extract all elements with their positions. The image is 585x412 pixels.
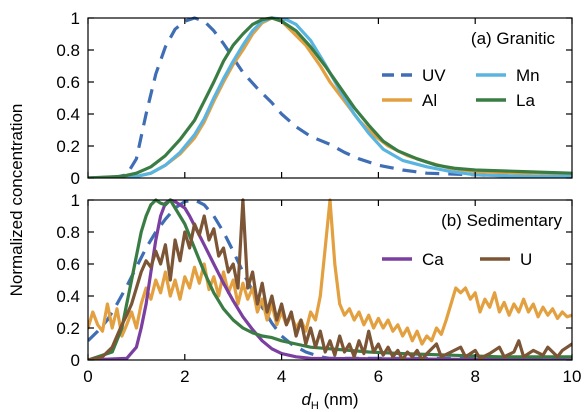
x-tick-label: 0 (83, 367, 92, 386)
y-tick-label: 0 (71, 351, 80, 370)
y-tick-label: 0.6 (56, 73, 80, 92)
x-tick-label: 8 (470, 367, 479, 386)
plot-frame (87, 199, 573, 361)
x-axis-label-subscript: H (311, 400, 319, 412)
y-tick-label: 0 (71, 169, 80, 188)
y-axis-label: Normalized concentration (7, 104, 26, 297)
x-tick-label: 10 (563, 367, 582, 386)
x-axis-label-unit: (nm) (319, 390, 359, 409)
series-line-uv (88, 16, 572, 178)
series-line-la (88, 16, 572, 178)
x-tick-label: 6 (374, 367, 383, 386)
y-tick-label: 0.2 (56, 319, 80, 338)
y-tick-label: 0.8 (56, 41, 80, 60)
series-line-uv (88, 198, 572, 360)
series-line-ca (88, 198, 572, 360)
panel-a-granitic: 0 0.2 0.4 0.6 0.8 1 (a) Granitic UV Mn Al La (56, 9, 573, 188)
legend-label-ca: Ca (422, 250, 444, 269)
y-tick-label: 0.4 (56, 105, 80, 124)
panel-title: (a) Granitic (471, 29, 556, 48)
legend-label-la: La (516, 91, 535, 110)
y-tick-label: 1 (71, 9, 80, 28)
legend-label-uv: UV (422, 66, 446, 85)
y-tick-label: 0.6 (56, 255, 80, 274)
x-axis-label-symbol: d (301, 390, 311, 409)
series-line-u (88, 198, 572, 360)
y-tick-label: 0.4 (56, 287, 80, 306)
panel-title: (b) Sedimentary (441, 211, 562, 230)
plot-frame (87, 17, 573, 179)
legend-label-mn: Mn (516, 66, 540, 85)
y-tick-label: 1 (71, 191, 80, 210)
x-tick-label: 4 (277, 367, 286, 386)
legend-label-u: U (520, 250, 532, 269)
series-group (88, 16, 572, 178)
legend-label-al: Al (422, 91, 437, 110)
x-axis-label: dH (nm) (301, 390, 358, 412)
y-tick-label: 0.8 (56, 223, 80, 242)
series-line-la (88, 198, 572, 360)
x-tick-label: 2 (180, 367, 189, 386)
y-tick-label: 0.2 (56, 137, 80, 156)
